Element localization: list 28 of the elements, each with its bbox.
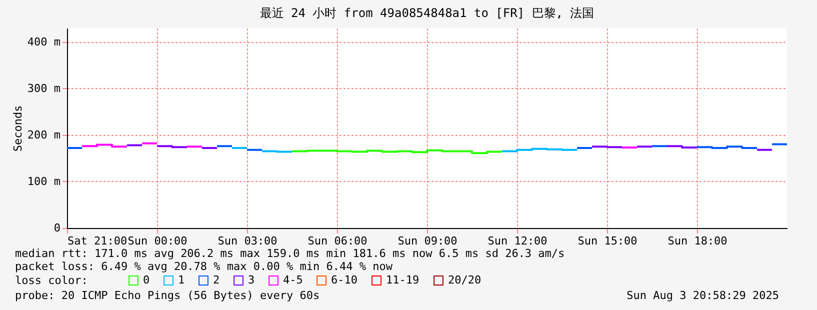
y-axis-title: Seconds (11, 105, 24, 152)
x-tick-label: Sat 21:00 (68, 234, 128, 248)
legend-label: 4-5 (283, 274, 303, 287)
legend-label: 3 (248, 274, 255, 287)
legend-label: 1 (178, 274, 185, 287)
legend-label: 11-19 (386, 274, 420, 287)
x-tick-label: Sun 00:00 (128, 234, 188, 248)
legend-label: 2 (213, 274, 220, 287)
x-tick-label: Sun 12:00 (488, 234, 548, 248)
y-tick-label: 400 m (27, 35, 61, 48)
x-tick-label: Sun 18:00 (668, 234, 728, 248)
x-tick-label: Sun 09:00 (398, 234, 458, 248)
legend-label: 0 (143, 274, 150, 287)
text: packet loss: 6.49 % avg 20.78 % max 0.00 % min 6.44 % now (15, 260, 393, 273)
legend-label: 6-10 (331, 274, 358, 287)
text: probe: 20 ICMP Echo Pings (56 Bytes) every 60s (15, 289, 320, 302)
x-tick-label: Sun 15:00 (578, 234, 638, 248)
y-tick-label: 100 m (27, 174, 61, 188)
y-tick-label: 0 (54, 222, 60, 234)
chart-title: 最近 24 小时 from 49a0854848a1 to [FR] 巴黎, 法国 (260, 6, 594, 20)
x-tick-label: Sun 03:00 (218, 234, 278, 248)
text: median rtt: 171.0 ms avg 206.2 ms max 159.0 ms min 181.6 ms now 6.5 ms sd 26.3 am/s (15, 247, 565, 260)
legend-title: loss color: (15, 274, 88, 287)
text: Sun Aug 3 20:58:29 2025 (626, 289, 779, 302)
y-tick-label: 300 m (27, 82, 61, 95)
x-tick-label: Sun 06:00 (308, 234, 368, 248)
y-tick-label: 200 m (27, 128, 61, 142)
legend-label: 20/20 (448, 274, 482, 287)
